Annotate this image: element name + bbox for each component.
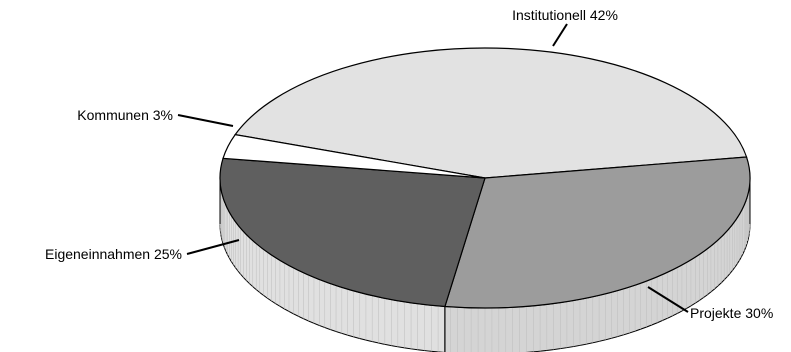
- leader-line-0: [553, 24, 567, 46]
- slice-label-0: Institutionell 42%: [512, 7, 618, 23]
- slice-label-3: Kommunen 3%: [77, 107, 173, 123]
- pie-top-face: [220, 48, 750, 308]
- slice-label-1: Projekte 30%: [690, 305, 773, 321]
- slice-label-2: Eigeneinnahmen 25%: [45, 246, 182, 262]
- leader-line-3: [178, 115, 233, 126]
